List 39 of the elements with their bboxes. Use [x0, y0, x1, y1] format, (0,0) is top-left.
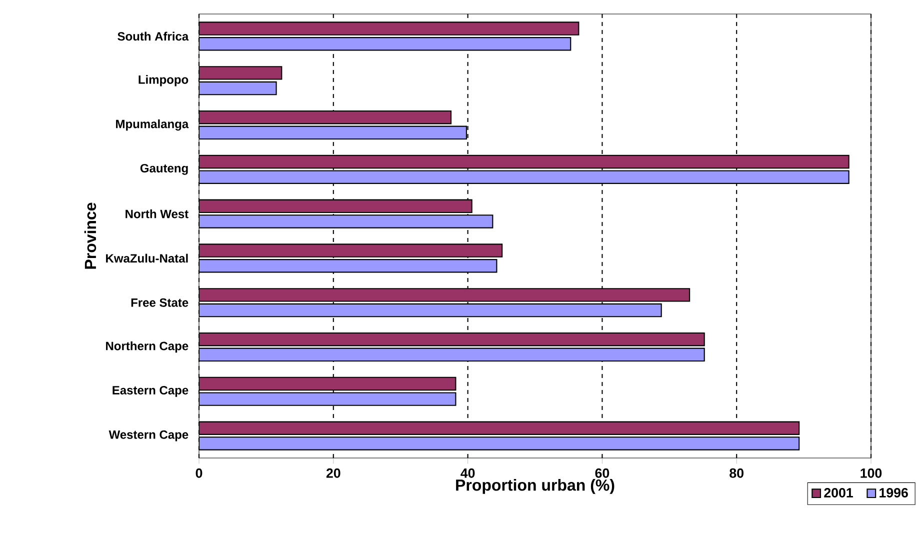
bar [199, 259, 498, 273]
y-tick-label: Limpopo [138, 75, 188, 86]
bar [199, 303, 662, 318]
bar [199, 244, 503, 258]
bar [199, 126, 467, 140]
x-tick-label: 40 [460, 468, 475, 478]
legend-label: 2001 [824, 488, 853, 498]
bar [199, 421, 800, 436]
y-tick-label: KwaZulu-Natal [106, 254, 188, 263]
legend-label: 1996 [880, 488, 908, 498]
y-tick-label: South Africa [118, 32, 189, 41]
x-tick-label: 60 [595, 468, 610, 478]
y-tick-label: Northern Cape [106, 341, 188, 353]
bar [199, 288, 690, 302]
y-tick-label: North West [126, 209, 188, 218]
bar [199, 214, 494, 228]
x-tick-label: 80 [730, 468, 744, 478]
x-tick-label: 100 [860, 468, 882, 478]
bar [199, 66, 282, 80]
x-axis-title: Proportion urban (%) [456, 479, 614, 494]
y-tick-label: Western Cape [108, 430, 188, 442]
bar [199, 376, 456, 391]
bar [199, 392, 456, 406]
x-tick-label: 0 [196, 468, 202, 478]
y-axis-title: Province [84, 202, 96, 269]
y-tick-label: Mpumalanga [116, 119, 189, 131]
bar [199, 436, 800, 450]
bar [199, 154, 850, 169]
bar [199, 348, 705, 362]
y-tick-label: Gauteng [140, 164, 188, 175]
bar [199, 37, 572, 51]
bar [199, 170, 850, 184]
y-tick-label: Free State [131, 298, 188, 307]
bar [199, 332, 705, 346]
bar [199, 110, 452, 124]
y-tick-label: Eastern Cape [112, 386, 188, 397]
bar [199, 22, 580, 36]
bar [199, 199, 472, 214]
x-tick-label: 20 [326, 468, 340, 478]
